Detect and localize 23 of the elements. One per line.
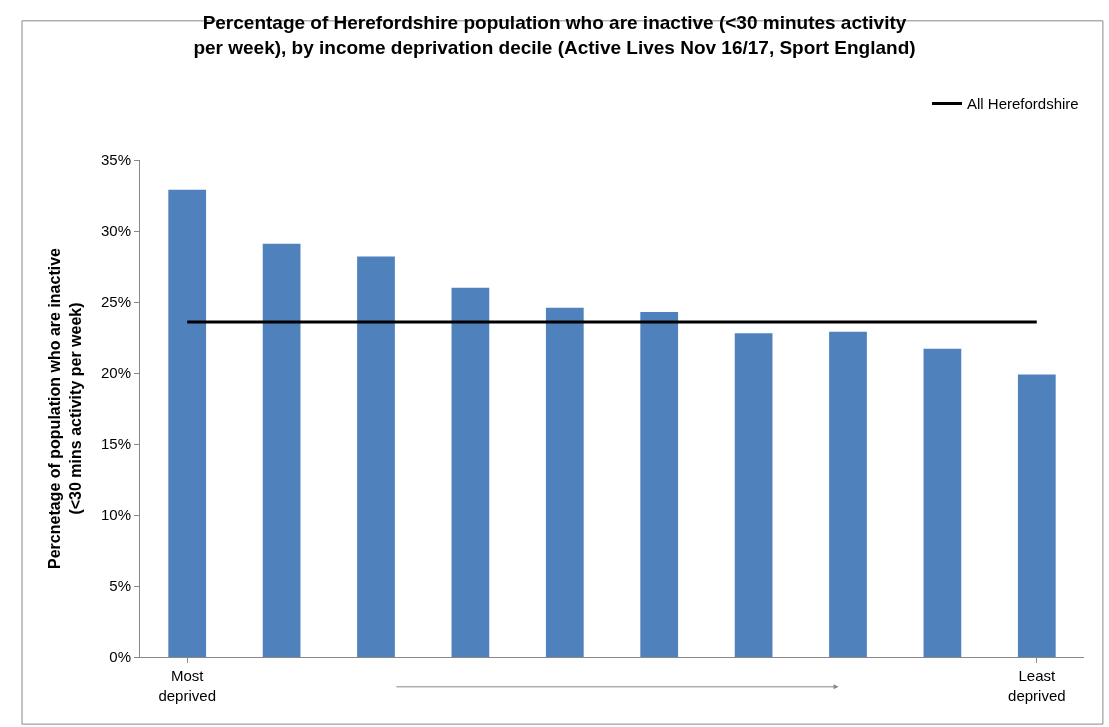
y-tick-label: 5% (109, 577, 131, 595)
bar (357, 256, 395, 657)
legend-label: All Herefordshire (967, 95, 1079, 113)
y-tick-label: 30% (100, 222, 131, 240)
y-tick-label: 15% (100, 435, 131, 453)
bar (545, 307, 584, 657)
bar (923, 348, 962, 657)
bar (829, 331, 867, 657)
bar (451, 287, 490, 657)
y-axis-title: Percnetage of population who are inactive (<30 mins activity per week) (46, 247, 84, 569)
y-tick-label: 25% (100, 293, 131, 311)
chart-title: Percentage of Herefordshire population who are inactive (<30 minutes activity per week), by income deprivation decile (Active Lives Nov 16/17, Sport England) (193, 12, 916, 58)
x-tick-label: Most deprived (158, 667, 216, 704)
bar (1017, 374, 1056, 657)
bar (734, 333, 773, 657)
y-tick-label: 35% (100, 151, 131, 169)
y-tick-label: 20% (100, 364, 131, 382)
bar (262, 243, 301, 657)
bar (168, 189, 207, 657)
bar (640, 311, 679, 657)
x-tick-label: Least deprived (1008, 667, 1066, 704)
y-tick-label: 10% (100, 506, 131, 524)
y-tick-label: 0% (109, 648, 131, 666)
